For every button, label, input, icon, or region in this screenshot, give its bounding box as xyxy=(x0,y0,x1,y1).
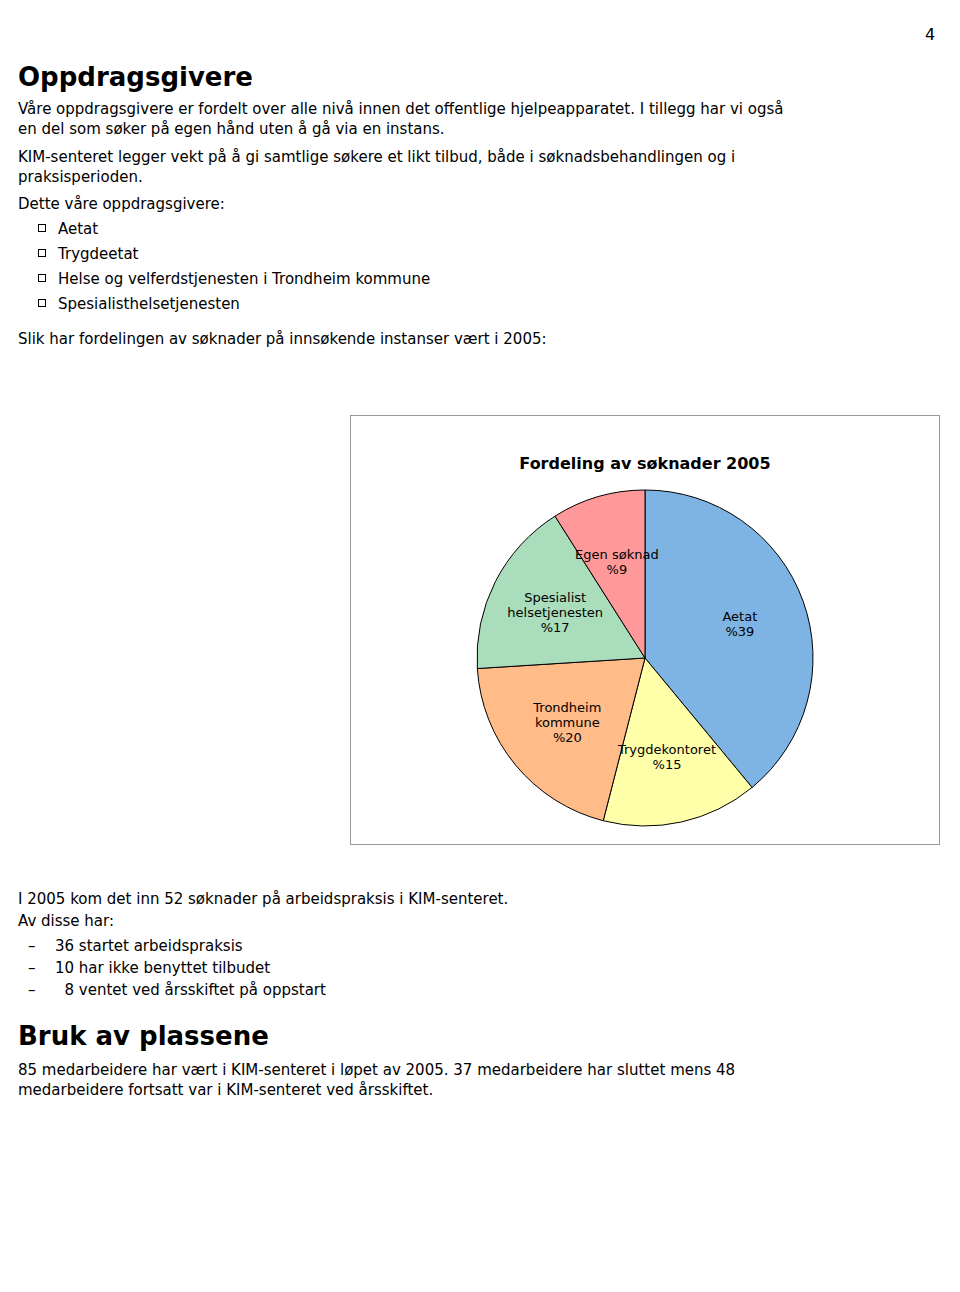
svg-text:Trondheimkommune%20: Trondheimkommune%20 xyxy=(532,700,601,745)
svg-text:Egen søknad%9: Egen søknad%9 xyxy=(575,546,659,576)
svg-text:Trygdekontoret%15: Trygdekontoret%15 xyxy=(617,741,716,771)
html-text:Trygdeetat: Trygdeetat xyxy=(58,245,139,263)
html-text:en del som søker på egen hånd: en del som søker på egen hånd uten å gå … xyxy=(18,120,445,138)
html-text:Aetat: Aetat xyxy=(58,220,99,238)
html-text:Dette våre oppdragsgivere:: Dette våre oppdragsgivere: xyxy=(18,195,225,213)
html-text:praksisperioden.: praksisperioden. xyxy=(18,168,143,186)
html-text:KIM-senteret legger vekt på å: KIM-senteret legger vekt på å gi samtlig… xyxy=(18,148,736,166)
html-text:Bruk av plassene: Bruk av plassene xyxy=(18,1021,269,1051)
html-text:I 2005 kom det inn 52 søknader: I 2005 kom det inn 52 søknader på arbeid… xyxy=(18,890,509,908)
html-text:Spesialisthelsetjenesten: Spesialisthelsetjenesten xyxy=(58,295,240,313)
html-text:Fordeling av søknader 2005: Fordeling av søknader 2005 xyxy=(519,454,771,473)
html-text:Slik har fordelingen av søknad: Slik har fordelingen av søknader på inns… xyxy=(18,330,547,348)
html-text:10 har ikke benyttet tilbudet: 10 har ikke benyttet tilbudet xyxy=(55,959,271,977)
html-text:Oppdragsgivere: Oppdragsgivere xyxy=(18,62,253,92)
html-text:Helse og velferdstjenesten i T: Helse og velferdstjenesten i Trondheim k… xyxy=(58,270,431,288)
html-text:4: 4 xyxy=(924,25,936,44)
svg-text:Spesialisthelsetjenesten%17: Spesialisthelsetjenesten%17 xyxy=(507,590,603,635)
html-text:medarbeidere fortsatt var i KI: medarbeidere fortsatt var i KIM-senteret… xyxy=(18,1081,434,1099)
svg-text:Aetat%39: Aetat%39 xyxy=(722,609,757,639)
html-text:8 ventet ved årsskiftet på opp: 8 ventet ved årsskiftet på oppstart xyxy=(55,981,326,999)
html-text:Av disse har:: Av disse har: xyxy=(18,912,114,930)
html-text:36 startet arbeidspraksis: 36 startet arbeidspraksis xyxy=(55,937,243,955)
html-text:Våre oppdragsgivere er fordelt: Våre oppdragsgivere er fordelt over alle… xyxy=(18,100,784,118)
html-text:85 medarbeidere har vært i KIM: 85 medarbeidere har vært i KIM-senteret … xyxy=(18,1061,736,1079)
